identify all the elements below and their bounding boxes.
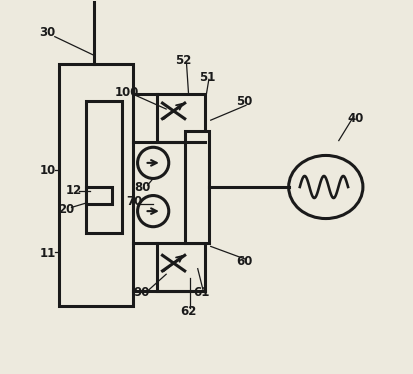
Text: 52: 52 [174,54,190,67]
Text: 90: 90 [133,286,150,299]
Text: 80: 80 [133,181,150,193]
Text: 50: 50 [235,95,252,108]
Circle shape [137,196,169,227]
Text: 61: 61 [193,286,209,299]
Bar [86,101,121,233]
Bar [157,94,205,142]
Text: 10: 10 [39,164,55,177]
Ellipse shape [288,156,362,218]
Text: 11: 11 [39,247,55,260]
Bar [184,131,208,243]
Text: 60: 60 [235,255,252,268]
Bar [86,187,112,204]
Text: 51: 51 [198,71,215,84]
Text: 62: 62 [180,305,196,318]
Text: 20: 20 [58,203,74,216]
Text: 40: 40 [347,112,363,125]
Text: 70: 70 [126,195,142,208]
Text: 100: 100 [115,86,139,99]
Bar [157,243,205,291]
Bar [58,64,133,306]
Text: 30: 30 [39,27,55,39]
Circle shape [137,147,169,178]
Text: 12: 12 [65,184,81,197]
